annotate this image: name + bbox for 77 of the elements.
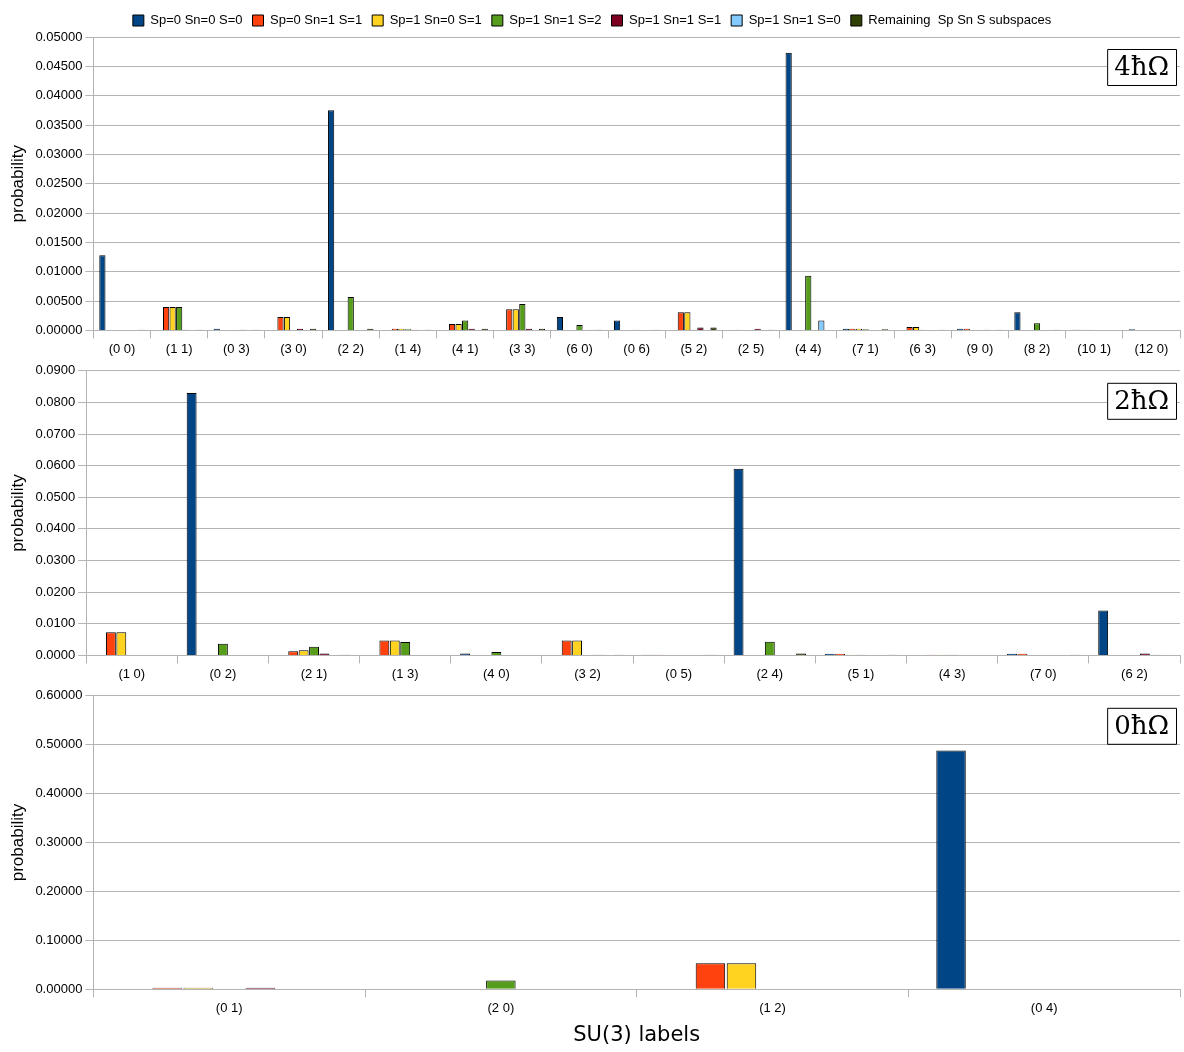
x-tick-label: (9 0) (966, 340, 994, 356)
legend-label: Remaining Sp Sn S subspaces (868, 12, 1052, 28)
x-tick-label: (2 4) (756, 665, 784, 681)
y-tick-label: 0.0300 (35, 552, 76, 568)
x-tick-label: (6 0) (566, 340, 593, 356)
y-tick-label: 0.03000 (35, 145, 83, 161)
y-axis-title: probability (7, 144, 27, 223)
y-tick-label: 0.40000 (35, 785, 83, 801)
x-tick-label: (3 0) (280, 340, 307, 356)
x-tick-label: (6 3) (909, 340, 937, 356)
y-tick-label: 0.60000 (35, 687, 83, 703)
x-tick-label: (3 3) (508, 340, 536, 356)
y-tick-label: 0.00000 (35, 321, 83, 337)
x-tick-label: (0 2) (209, 665, 237, 681)
x-tick-label: (2 1) (300, 665, 328, 681)
y-tick-label: 0.0000 (35, 646, 76, 662)
x-tick-label: (4 1) (451, 340, 479, 356)
legend-label: Sp=1 Sn=1 S=2 (509, 12, 602, 28)
x-tick-label: (10 1) (1077, 340, 1112, 356)
y-tick-label: 0.20000 (35, 882, 83, 898)
y-tick-label: 0.01000 (35, 263, 83, 279)
x-tick-label: (5 1) (847, 665, 875, 681)
legend-label: Sp=0 Sn=1 S=1 (270, 12, 363, 28)
x-tick-label: (2 0) (487, 999, 515, 1015)
y-tick-label: 0.04500 (35, 57, 83, 73)
y-tick-label: 0.02500 (35, 175, 83, 191)
y-tick-label: 0.0600 (35, 457, 76, 473)
y-tick-label: 0.05000 (35, 28, 83, 44)
y-tick-label: 0.0700 (35, 425, 76, 441)
x-tick-label: (4 4) (794, 340, 822, 356)
y-tick-label: 0.00000 (35, 980, 83, 996)
y-tick-label: 0.04000 (35, 87, 83, 103)
x-tick-label: (7 1) (852, 340, 879, 356)
y-tick-label: 0.02000 (35, 204, 83, 220)
x-axis-title: SU(3) labels (573, 1021, 701, 1046)
x-tick-label: (0 1) (215, 999, 243, 1015)
y-tick-label: 0.0900 (35, 362, 76, 378)
legend-label: Sp=1 Sn=1 S=1 (629, 12, 722, 28)
annotation: 0ħΩ (1114, 709, 1169, 740)
x-tick-label: (4 3) (938, 665, 966, 681)
legend-label: Sp=1 Sn=0 S=1 (389, 12, 482, 28)
x-tick-label: (3 2) (574, 665, 601, 681)
x-tick-label: (0 3) (223, 340, 250, 356)
x-tick-label: (2 2) (337, 340, 365, 356)
y-tick-label: 0.0500 (35, 488, 76, 504)
x-tick-label: (7 0) (1029, 665, 1057, 681)
x-tick-label: (1 4) (394, 340, 422, 356)
y-tick-label: 0.0200 (35, 583, 76, 599)
legend-label: Sp=1 Sn=1 S=0 (748, 12, 841, 28)
y-tick-label: 0.01500 (35, 233, 83, 249)
x-tick-label: (1 3) (391, 665, 419, 681)
x-tick-label: (6 2) (1121, 665, 1148, 681)
x-tick-label: (1 2) (759, 999, 786, 1015)
legend-label: Sp=0 Sn=0 S=0 (150, 12, 243, 28)
x-tick-label: (12 0) (1134, 340, 1169, 356)
annotation: 2ħΩ (1114, 384, 1169, 415)
y-tick-label: 0.0400 (35, 520, 76, 536)
y-tick-label: 0.50000 (35, 736, 83, 752)
x-tick-label: (0 6) (623, 340, 651, 356)
x-tick-label: (1 0) (118, 665, 146, 681)
annotation: 4ħΩ (1114, 50, 1169, 81)
x-tick-label: (5 2) (680, 340, 708, 356)
x-tick-label: (0 4) (1030, 999, 1058, 1015)
x-tick-label: (2 5) (737, 340, 765, 356)
y-axis-title: probability (7, 473, 27, 552)
y-tick-label: 0.30000 (35, 834, 83, 850)
y-tick-label: 0.10000 (35, 931, 83, 947)
y-tick-label: 0.03500 (35, 116, 83, 132)
x-tick-label: (8 2) (1023, 340, 1051, 356)
y-tick-label: 0.0100 (35, 615, 76, 631)
y-axis-title: probability (7, 803, 27, 882)
x-tick-label: (4 0) (482, 665, 510, 681)
y-tick-label: 0.0800 (35, 394, 76, 409)
x-tick-label: (1 1) (165, 340, 193, 356)
y-tick-label: 0.00500 (35, 292, 83, 308)
x-tick-label: (0 5) (665, 665, 693, 681)
x-tick-label: (0 0) (108, 340, 136, 356)
